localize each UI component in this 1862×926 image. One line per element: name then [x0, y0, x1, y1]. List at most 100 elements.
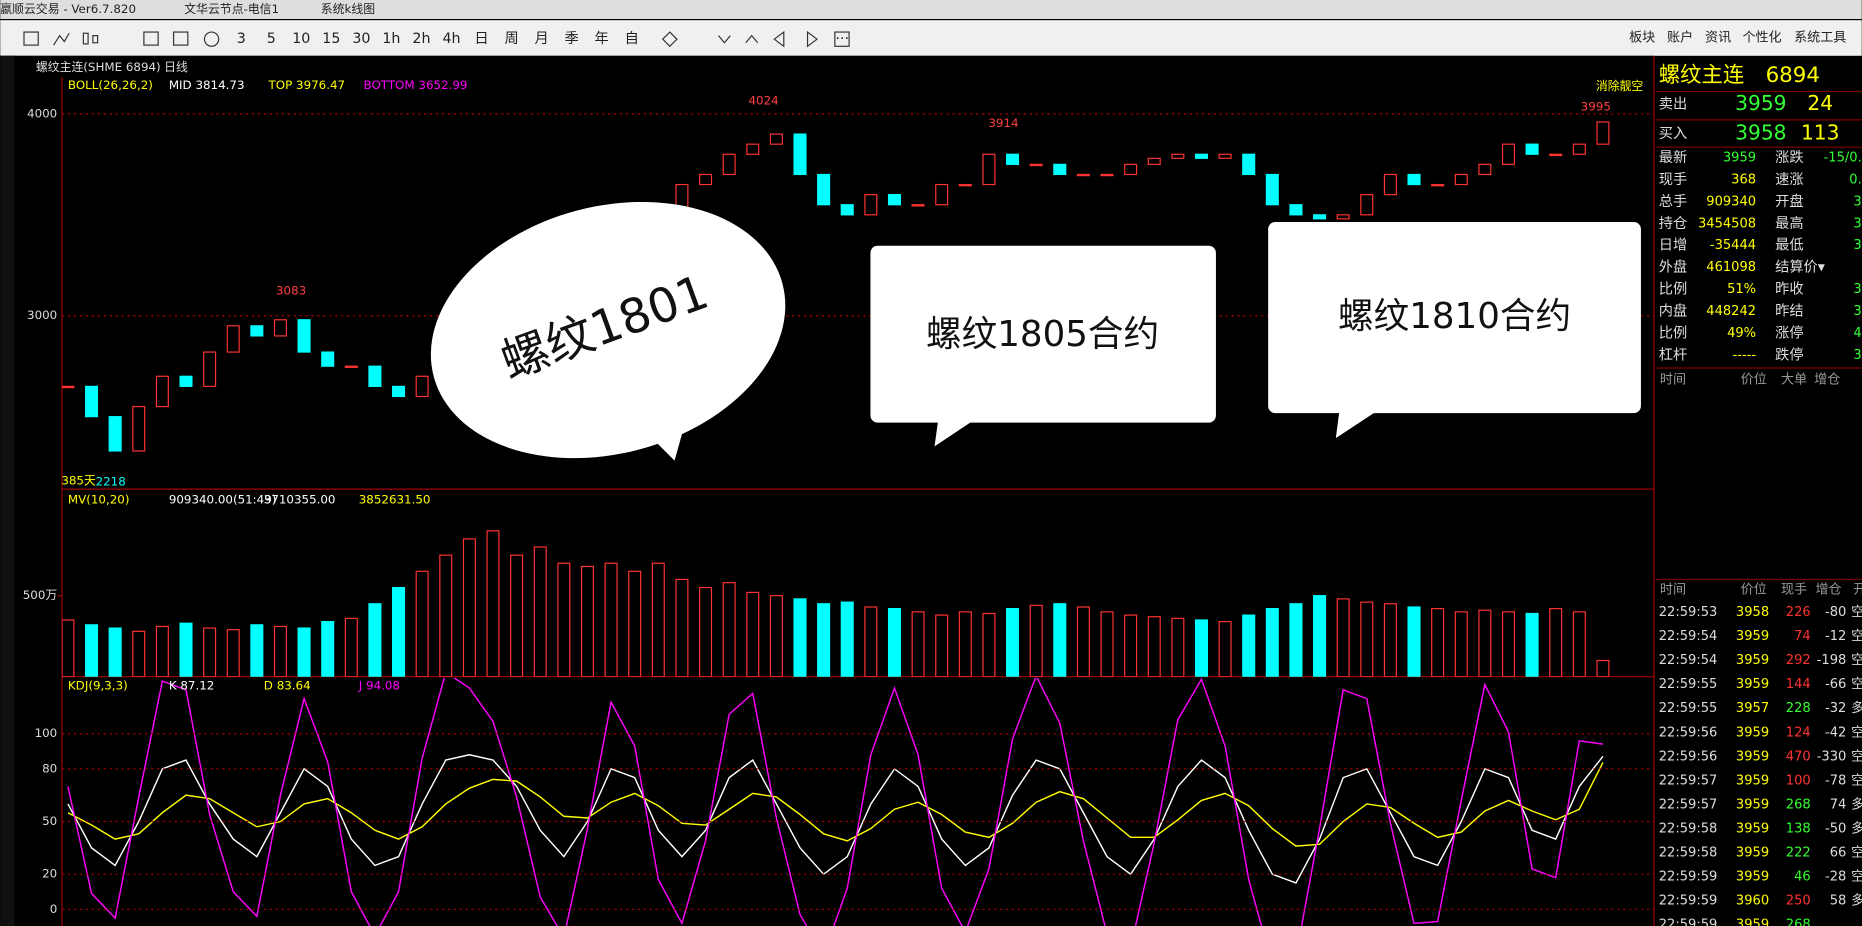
tick-cell: 228	[1786, 701, 1811, 716]
toolbar-item[interactable]: 3	[237, 31, 246, 47]
volume-bar	[226, 629, 240, 677]
volume-bar	[1006, 608, 1020, 677]
volume-bar	[675, 578, 689, 677]
candle	[699, 173, 713, 186]
toolbar-item[interactable]: 4h	[442, 31, 460, 47]
annotation: 385天	[61, 473, 96, 487]
toolbar-item[interactable]: ···	[835, 31, 849, 47]
tick-cell: 226	[1786, 605, 1811, 620]
candle	[935, 183, 949, 206]
toolbar-item[interactable]: 2h	[412, 31, 430, 47]
volume-bar	[935, 614, 949, 677]
volume-bar	[85, 624, 99, 677]
toolbar-item[interactable]: 30	[352, 31, 370, 47]
volume-bar	[1053, 603, 1067, 677]
pane	[67, 677, 1604, 926]
toolbar-item[interactable]: 15	[322, 31, 340, 47]
tick-cell: 22:59:56	[1659, 725, 1718, 740]
title-bar	[0, 0, 1862, 19]
toolbar-item[interactable]: 年	[595, 30, 609, 47]
field-label: 现手	[1659, 171, 1687, 188]
tick-cell: 58	[1830, 894, 1847, 909]
menu-item[interactable]: 板块	[1629, 30, 1655, 45]
tick-cell: 多	[1851, 700, 1862, 716]
toolbar-item[interactable]: 周	[504, 31, 518, 47]
pane	[61, 121, 1610, 452]
tick-cell: 3959	[1736, 749, 1769, 764]
toolbar-item[interactable]: 季	[565, 30, 579, 47]
candle	[1029, 163, 1043, 167]
volume-bar	[1336, 598, 1350, 677]
annotation: 3914	[988, 116, 1018, 130]
column-header: 现手	[1781, 583, 1807, 598]
candle	[887, 194, 902, 206]
volume-bar	[1454, 611, 1468, 677]
menu-item[interactable]: 个性化	[1742, 30, 1781, 45]
tick-cell: 22:59:58	[1659, 821, 1718, 836]
volume-bar	[392, 586, 406, 677]
tick-cell: 74	[1794, 629, 1811, 644]
candle	[1336, 214, 1350, 220]
field-label: 比例	[1659, 281, 1687, 298]
volume-bar	[368, 603, 382, 677]
column-header: 时间	[1660, 372, 1686, 387]
side-strip	[0, 55, 15, 926]
toolbar-item[interactable]: 自	[625, 30, 639, 47]
toolbar-item[interactable]: 5	[267, 31, 276, 47]
candle	[61, 385, 75, 389]
toolbar-item[interactable]: 月	[534, 31, 548, 47]
volume-bar	[864, 606, 878, 677]
candle	[1171, 153, 1185, 159]
volume-bar	[1218, 620, 1232, 677]
field-value: -----	[1733, 348, 1757, 363]
app-title: 嬴顺云交易 - Ver6.7.820	[0, 2, 136, 16]
toolbar	[0, 20, 1862, 56]
tick-cell: 空	[1851, 773, 1862, 788]
field-value: 3	[1853, 304, 1861, 319]
book-label: 买入	[1659, 125, 1687, 142]
menu-item[interactable]: 账户	[1667, 29, 1693, 45]
toolbar-item[interactable]: 日	[474, 31, 488, 47]
field-value: -35444	[1710, 238, 1756, 253]
annotation: 3083	[276, 283, 306, 297]
candle	[155, 375, 169, 408]
menu-item[interactable]: 资讯	[1705, 30, 1731, 45]
tick-cell: 空	[1851, 653, 1862, 668]
toolbar-items: 3 5 10 15 30 1h 2h 4h 日周月 季年自 ··· 板块 账户 资讯 个性化 系统工具	[237, 29, 1847, 47]
volume-bar	[1478, 609, 1492, 677]
candle	[1454, 173, 1468, 186]
tick-cell: -330	[1817, 749, 1847, 764]
tick-cell: -78	[1825, 773, 1846, 788]
book-label: 卖出	[1659, 95, 1687, 112]
menu-item[interactable]: 系统工具	[1794, 30, 1846, 45]
volume-bar	[1313, 595, 1327, 677]
tick-cell: 22:59:58	[1659, 845, 1718, 860]
field-label: 开盘	[1775, 192, 1803, 210]
toolbar-item[interactable]: 10	[292, 31, 310, 47]
indicator-value: 909340.00(51:49)	[169, 492, 277, 506]
field-value: 3	[1853, 216, 1861, 231]
symbol[interactable]: 螺纹主连(SHME 6894)	[36, 60, 161, 74]
candle	[1572, 143, 1586, 155]
field-label: 外盘	[1659, 258, 1687, 276]
indicator-title: BOLL(26,26,2)	[68, 78, 153, 92]
candle	[108, 416, 122, 452]
candle	[722, 153, 736, 176]
period[interactable]: 日线	[164, 60, 188, 74]
volume-bar	[982, 612, 996, 677]
toolbar-item[interactable]: 1h	[382, 31, 400, 47]
tick-cell: 空	[1851, 725, 1862, 740]
volume-bar	[273, 625, 287, 677]
field-value: 51%	[1727, 282, 1756, 297]
tick-cell: 250	[1786, 894, 1811, 909]
volume-bar	[1100, 611, 1114, 677]
tick-cell: 22:59:54	[1659, 629, 1718, 644]
tick-cell: -12	[1825, 629, 1846, 644]
volume-bar	[1076, 606, 1090, 677]
candle	[1501, 143, 1516, 165]
tick-cell: 空	[1851, 629, 1862, 644]
field-value: 368	[1731, 172, 1756, 187]
volume-bar	[61, 619, 75, 677]
candle	[1525, 143, 1539, 155]
